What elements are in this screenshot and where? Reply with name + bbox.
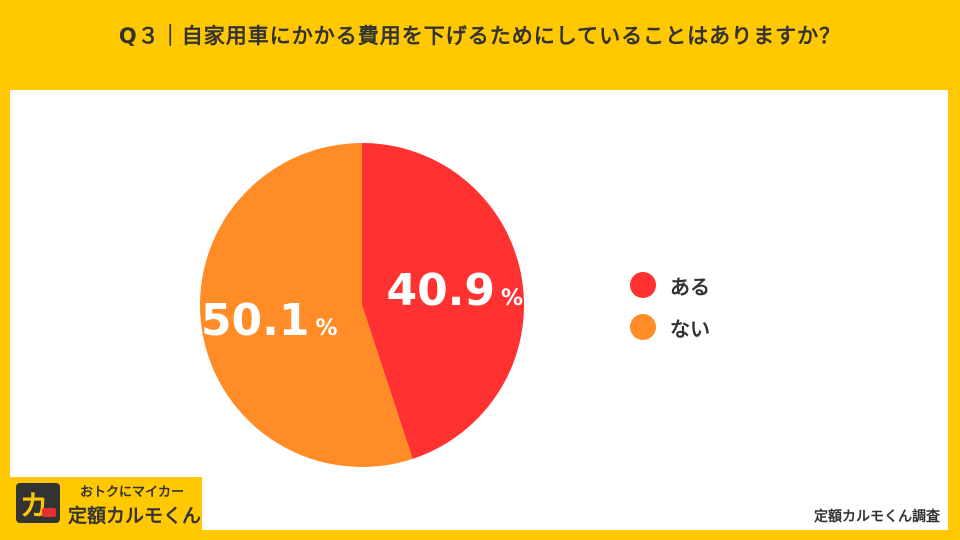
legend-swatch-aru — [630, 272, 656, 298]
logo-tagline: おトクにマイカー — [80, 485, 185, 500]
legend-item-nai: ない — [630, 312, 710, 342]
legend-label-nai: ない — [670, 316, 710, 341]
logo-brand-name: 定額カルモくん — [68, 505, 202, 527]
source-note: 定額カルモくん調査 — [814, 509, 940, 525]
pie-slice-label-aru: 40.9% — [386, 265, 523, 316]
legend-swatch-nai — [630, 314, 656, 340]
pie-slice-aru — [362, 143, 525, 459]
brand-logo: カ おトクにマイカー 定額カルモくん — [10, 477, 202, 530]
legend-label-aru: ある — [670, 274, 710, 299]
legend: ある ない — [630, 270, 710, 354]
karumo-logo-icon: カ — [16, 483, 60, 523]
pie-slice-nai — [200, 143, 413, 467]
chart-title: Q３｜自家用車にかかる費用を下げるためにしていることはありますか？ — [118, 24, 842, 48]
pie-slice-label-nai: 50.1% — [201, 295, 338, 346]
legend-item-aru: ある — [630, 270, 710, 300]
